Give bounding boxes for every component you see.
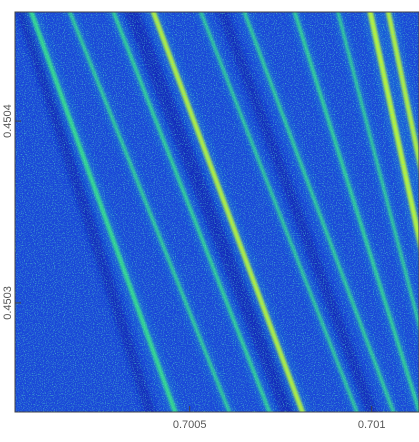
y-tick-label: 0.4504	[2, 104, 14, 138]
plot-area	[15, 12, 419, 412]
noise-texture	[15, 12, 419, 412]
x-tick-label: 0.701	[358, 419, 386, 431]
y-axis: 0.4503 0.4504	[2, 104, 21, 320]
x-tick-label: 0.7005	[173, 419, 207, 431]
x-axis: 0.7005 0.701	[173, 406, 386, 431]
y-tick-label: 0.4503	[2, 286, 14, 320]
plot-frame	[14, 11, 419, 413]
